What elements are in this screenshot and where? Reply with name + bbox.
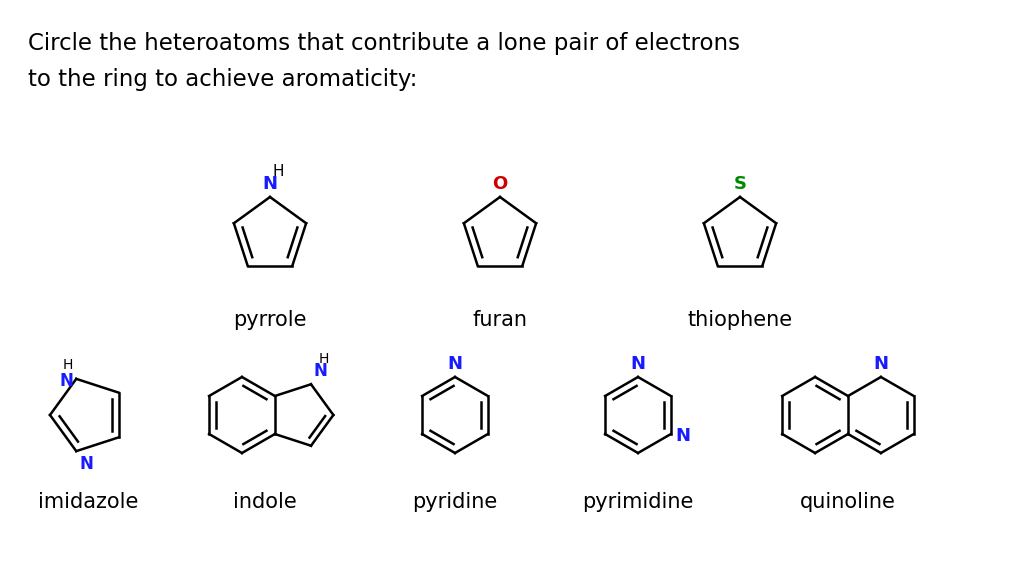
- Text: quinoline: quinoline: [800, 492, 896, 512]
- Text: furan: furan: [472, 310, 527, 330]
- Text: O: O: [493, 175, 508, 193]
- Text: indole: indole: [233, 492, 297, 512]
- Text: N: N: [79, 455, 93, 473]
- Text: H: H: [272, 164, 284, 179]
- Text: N: N: [873, 355, 889, 373]
- Text: thiophene: thiophene: [687, 310, 793, 330]
- Text: H: H: [319, 352, 330, 367]
- Text: pyridine: pyridine: [413, 492, 498, 512]
- Text: imidazole: imidazole: [38, 492, 138, 512]
- Text: Circle the heteroatoms that contribute a lone pair of electrons: Circle the heteroatoms that contribute a…: [28, 32, 740, 55]
- Text: N: N: [313, 362, 327, 380]
- Text: H: H: [62, 358, 74, 372]
- Text: N: N: [447, 355, 463, 373]
- Text: N: N: [59, 372, 74, 390]
- Text: N: N: [262, 175, 278, 193]
- Text: N: N: [631, 355, 645, 373]
- Text: N: N: [675, 427, 690, 445]
- Text: pyrimidine: pyrimidine: [583, 492, 693, 512]
- Text: S: S: [733, 175, 746, 193]
- Text: to the ring to achieve aromaticity:: to the ring to achieve aromaticity:: [28, 68, 418, 91]
- Text: pyrrole: pyrrole: [233, 310, 307, 330]
